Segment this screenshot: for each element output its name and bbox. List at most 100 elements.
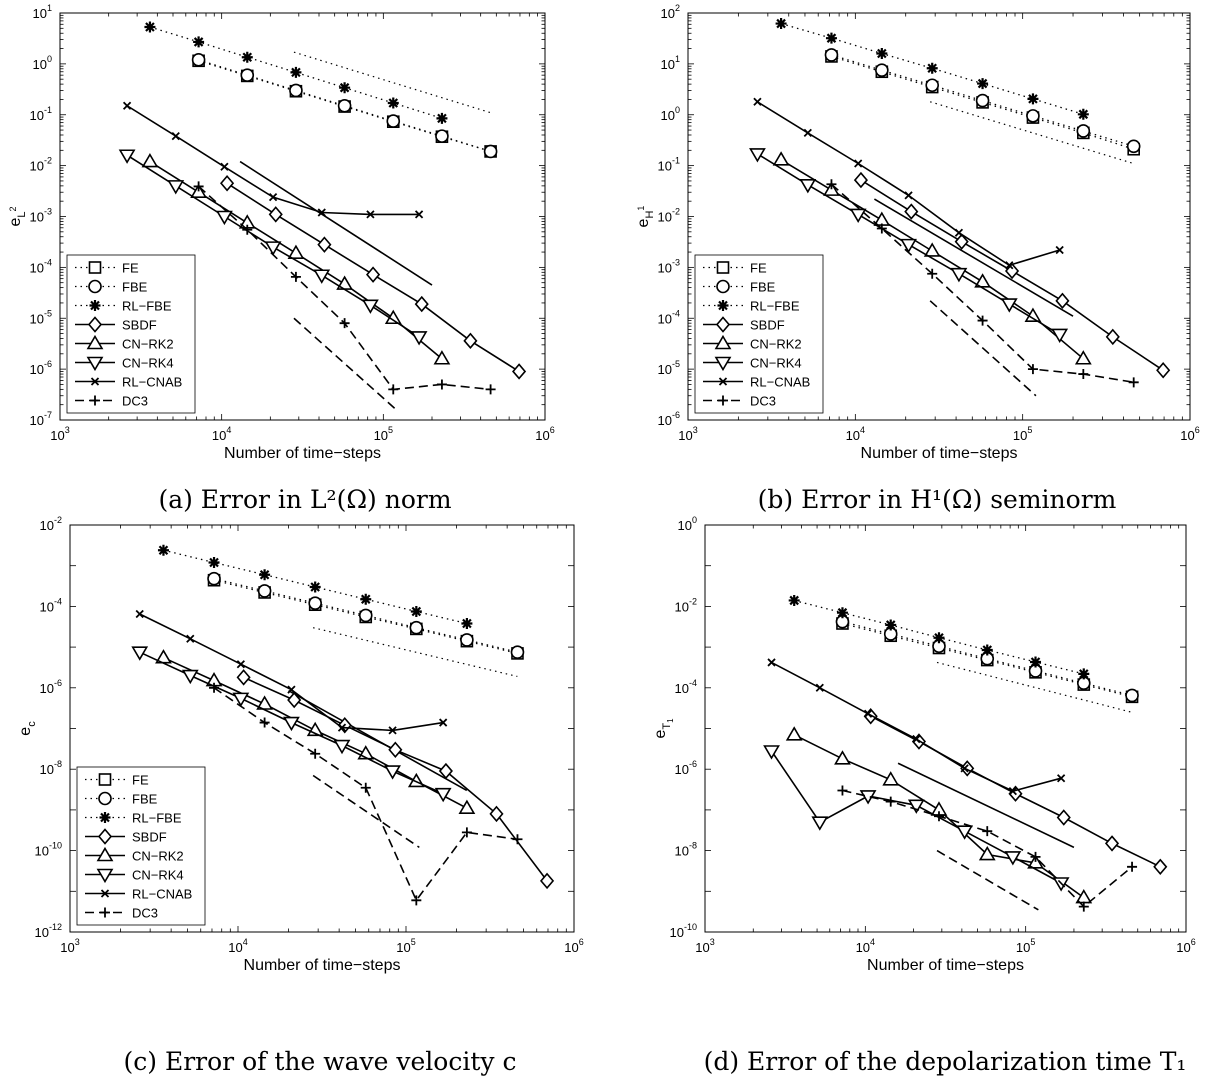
triangle-down-marker (264, 241, 282, 256)
legend-item: RL−FBE (75, 299, 172, 314)
star-marker (157, 544, 169, 556)
legend-item: FBE (703, 280, 776, 295)
reference-line (312, 774, 420, 849)
diamond-marker (715, 316, 731, 333)
star-marker (717, 300, 729, 311)
y-tick-label: 100 (661, 105, 680, 123)
series-x (753, 97, 1064, 270)
x-marker (366, 210, 375, 219)
legend-item: RL−CNAB (703, 375, 810, 390)
triangle-down-marker (167, 180, 185, 195)
diamond-marker (287, 691, 302, 709)
series-diamond (853, 171, 1171, 379)
series-line (243, 676, 548, 882)
diamond-marker (1156, 362, 1171, 379)
axis-ticks (59, 12, 546, 421)
legend-item: CN−RK2 (703, 334, 802, 352)
x-axis-label: Number of time−steps (861, 445, 1018, 462)
legend-item: SBDF (75, 316, 157, 333)
legend-label: RL−FBE (122, 299, 172, 314)
x-tick-label: 106 (1180, 425, 1199, 443)
triangle-down-marker (410, 331, 428, 346)
triangle-down-marker (384, 765, 401, 780)
x-tick-label: 105 (396, 937, 415, 955)
circle-marker (386, 114, 401, 128)
star-marker (788, 594, 800, 606)
circle-marker (240, 68, 255, 82)
series-line (780, 159, 1084, 360)
legend-label: RL−CNAB (122, 375, 182, 390)
legend-label: CN−RK2 (122, 337, 174, 352)
circle-marker (483, 144, 498, 159)
reference-line (936, 661, 1133, 713)
y-tick-label: 10-2 (30, 156, 52, 174)
diamond-marker (1055, 292, 1070, 310)
x-tick-label: 105 (374, 425, 393, 443)
legend-label: RL−FBE (132, 811, 182, 826)
star-marker (309, 581, 321, 593)
star-marker (1078, 668, 1090, 680)
triangle-down-marker (956, 825, 973, 840)
legend-item: FBE (85, 792, 158, 807)
x-tick-label: 103 (678, 425, 697, 443)
plus-marker (193, 181, 204, 192)
circle-marker (1076, 124, 1091, 138)
star-marker (933, 632, 945, 644)
legend: FE FBE RL−FBE SBDF CN−RK2 CN−RK4 RL−CNAB DC3 (694, 254, 824, 414)
x-marker (960, 764, 969, 773)
y-axis-label: eL2 (7, 206, 28, 226)
x-marker (767, 658, 776, 667)
star-marker (1030, 656, 1042, 668)
plus-marker (90, 395, 100, 406)
triangle-down-marker (749, 148, 766, 163)
x-tick-label: 103 (60, 937, 79, 955)
legend-item: CN−RK2 (75, 334, 174, 352)
panel-caption: (c) Error of the wave velocity c (124, 1047, 517, 1076)
star-marker (99, 812, 111, 823)
triangle-down-marker (714, 356, 732, 372)
legend-item: DC3 (85, 906, 158, 921)
triangle-down-marker (131, 646, 149, 661)
reference-line (929, 101, 1134, 165)
legend-box (66, 254, 196, 414)
x-tick-label: 105 (1016, 937, 1035, 955)
chart-panel-1: 103 104 105 106 10-6 10-5 10-4 10-3 10-2 10-1 100 1… (635, 3, 1200, 514)
x-tick-label: 103 (50, 425, 69, 443)
x-marker (954, 228, 964, 237)
star-marker (410, 605, 422, 617)
legend-label: CN−RK4 (750, 356, 802, 371)
series-triangle-up (785, 726, 1093, 904)
y-tick-label: 102 (661, 3, 680, 21)
x-tick-label: 105 (1013, 425, 1032, 443)
y-tick-label: 10-1 (658, 156, 680, 174)
legend-label: FE (122, 261, 139, 276)
plus-marker (977, 315, 988, 326)
y-tick-label: 10-5 (658, 359, 680, 377)
plus-marker (718, 395, 728, 406)
circle-marker (716, 279, 730, 294)
circle-marker (510, 645, 525, 659)
diamond-marker (1056, 809, 1071, 826)
circle-marker (824, 48, 839, 62)
legend-label: CN−RK4 (122, 356, 174, 371)
diamond-marker (87, 316, 103, 333)
legend: FE FBE RL−FBE SBDF CN−RK2 CN−RK4 RL−CNAB DC3 (66, 254, 196, 414)
legend-label: FBE (132, 792, 158, 807)
plus-marker (485, 384, 496, 395)
x-marker (1005, 261, 1014, 270)
square-marker (88, 261, 102, 274)
plus-marker (436, 379, 447, 390)
legend-label: RL−CNAB (132, 887, 192, 902)
legend-box (694, 254, 824, 414)
legend-label: CN−RK2 (750, 337, 802, 352)
plus-marker (933, 811, 944, 822)
x-tick-label: 106 (564, 937, 583, 955)
triangle-down-marker (763, 745, 780, 760)
circle-marker (358, 608, 373, 623)
plus-marker (1078, 369, 1089, 380)
triangle-down-marker (283, 716, 300, 732)
triangle-up-marker (1074, 350, 1092, 365)
series-circle (824, 48, 1141, 154)
plus-marker (360, 782, 371, 793)
diamond-marker (1004, 262, 1020, 280)
